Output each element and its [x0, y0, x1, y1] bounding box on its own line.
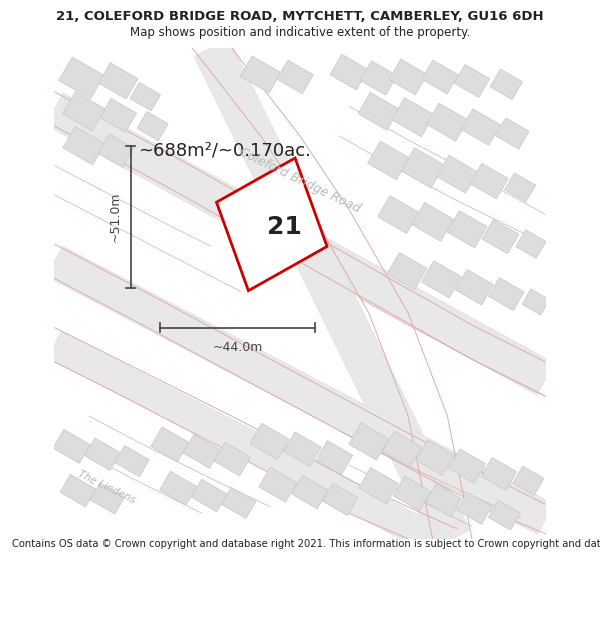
Polygon shape [455, 269, 493, 305]
Polygon shape [481, 458, 517, 491]
Polygon shape [194, 39, 470, 548]
Polygon shape [53, 429, 90, 463]
Polygon shape [454, 64, 490, 98]
Polygon shape [505, 173, 536, 202]
Polygon shape [130, 82, 161, 111]
Polygon shape [250, 423, 289, 459]
Polygon shape [85, 438, 121, 471]
Text: ~51.0m: ~51.0m [109, 192, 122, 242]
Polygon shape [457, 492, 492, 524]
Polygon shape [496, 118, 529, 149]
Polygon shape [46, 93, 554, 395]
Polygon shape [427, 103, 468, 141]
Polygon shape [62, 92, 105, 131]
Polygon shape [358, 92, 399, 131]
Polygon shape [47, 332, 439, 552]
Text: Contains OS data © Crown copyright and database right 2021. This information is : Contains OS data © Crown copyright and d… [12, 539, 600, 549]
Polygon shape [447, 211, 487, 248]
Polygon shape [470, 163, 508, 199]
Polygon shape [259, 468, 297, 502]
Polygon shape [115, 446, 149, 477]
Polygon shape [330, 54, 368, 90]
Polygon shape [382, 431, 422, 468]
Text: Map shows position and indicative extent of the property.: Map shows position and indicative extent… [130, 26, 470, 39]
Polygon shape [412, 202, 454, 241]
Polygon shape [516, 229, 546, 258]
Polygon shape [387, 253, 427, 289]
Polygon shape [277, 60, 313, 94]
Polygon shape [316, 441, 353, 475]
Polygon shape [513, 466, 544, 496]
Text: 21: 21 [266, 215, 301, 239]
Polygon shape [63, 126, 105, 165]
Polygon shape [349, 423, 389, 460]
Polygon shape [416, 440, 454, 476]
Polygon shape [522, 289, 550, 315]
Polygon shape [377, 196, 419, 234]
Text: The Lindens: The Lindens [76, 469, 137, 506]
Text: Coleford Bridge Road: Coleford Bridge Road [238, 145, 362, 215]
Polygon shape [368, 141, 409, 180]
Polygon shape [360, 61, 397, 95]
Polygon shape [98, 62, 138, 99]
Polygon shape [488, 500, 520, 530]
Polygon shape [422, 261, 461, 298]
Polygon shape [490, 69, 523, 99]
Polygon shape [393, 476, 431, 511]
Polygon shape [214, 442, 250, 476]
Polygon shape [98, 134, 134, 168]
Polygon shape [461, 109, 500, 145]
Polygon shape [359, 468, 398, 504]
Polygon shape [217, 158, 327, 291]
Polygon shape [90, 483, 125, 514]
Polygon shape [482, 219, 519, 254]
Polygon shape [488, 278, 524, 311]
Polygon shape [183, 434, 220, 468]
Text: 21, COLEFORD BRIDGE ROAD, MYTCHETT, CAMBERLEY, GU16 6DH: 21, COLEFORD BRIDGE ROAD, MYTCHETT, CAMB… [56, 11, 544, 24]
Polygon shape [449, 449, 485, 483]
Polygon shape [160, 471, 197, 505]
Polygon shape [137, 111, 168, 141]
Polygon shape [437, 155, 478, 193]
Polygon shape [191, 479, 227, 512]
Polygon shape [46, 246, 554, 534]
Polygon shape [422, 60, 458, 94]
Polygon shape [292, 476, 328, 509]
Text: ~44.0m: ~44.0m [212, 341, 263, 354]
Text: ~688m²/~0.170ac.: ~688m²/~0.170ac. [138, 142, 311, 159]
Polygon shape [425, 484, 461, 517]
Polygon shape [59, 57, 104, 99]
Polygon shape [392, 98, 434, 137]
Polygon shape [401, 148, 445, 188]
Polygon shape [221, 488, 256, 519]
Polygon shape [100, 98, 137, 132]
Polygon shape [241, 56, 281, 93]
Polygon shape [60, 474, 96, 507]
Polygon shape [389, 59, 427, 95]
Polygon shape [284, 432, 321, 467]
Polygon shape [151, 427, 189, 462]
Polygon shape [323, 483, 358, 516]
